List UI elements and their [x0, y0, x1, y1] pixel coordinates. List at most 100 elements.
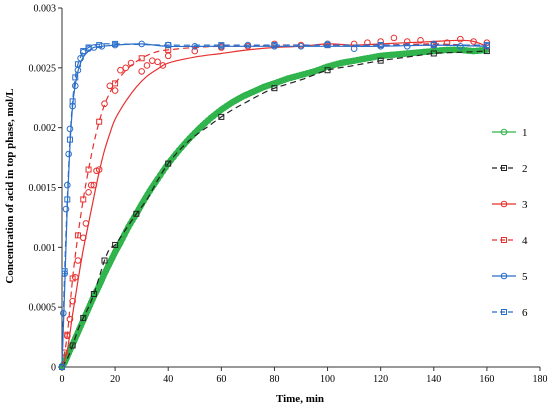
- legend-swatch-marker: [500, 128, 508, 136]
- data-point: [480, 46, 487, 54]
- data-point: [60, 309, 67, 317]
- series-line: [61, 43, 487, 368]
- data-point: [106, 82, 114, 90]
- data-point: [85, 166, 92, 173]
- data-point: [72, 74, 79, 81]
- data-point: [324, 67, 331, 74]
- data-point: [74, 66, 82, 74]
- data-point: [476, 47, 484, 54]
- data-point: [64, 332, 71, 340]
- legend-item-4: 4: [492, 235, 528, 247]
- series-layer: [58, 34, 491, 371]
- data-point: [470, 47, 477, 55]
- data-point: [327, 62, 335, 70]
- y-axis-title: Concentration of acid in top phase, mol/…: [4, 88, 16, 283]
- data-point: [364, 54, 371, 62]
- data-point: [154, 58, 161, 66]
- data-point: [218, 113, 225, 120]
- data-point: [79, 48, 87, 56]
- legend-item-1: 1: [492, 127, 528, 139]
- data-point: [340, 59, 348, 66]
- data-point: [80, 314, 87, 321]
- data-point: [407, 49, 414, 57]
- data-point: [410, 49, 418, 57]
- data-point: [297, 71, 305, 79]
- data-point: [350, 45, 358, 52]
- data-point: [377, 57, 384, 64]
- series-line: [61, 39, 488, 368]
- data-point: [70, 337, 78, 345]
- data-point: [440, 46, 448, 54]
- data-point: [83, 308, 91, 315]
- data-point: [112, 80, 119, 87]
- x-tick-label: 0: [60, 374, 65, 385]
- legend-item-3: 3: [492, 199, 528, 211]
- data-point: [69, 297, 76, 305]
- data-point: [334, 60, 341, 68]
- data-point: [360, 55, 368, 63]
- data-point: [294, 72, 301, 80]
- data-point: [301, 70, 308, 78]
- y-tick-label: 0: [51, 363, 56, 374]
- data-point: [277, 77, 285, 85]
- data-point: [64, 181, 71, 189]
- data-point: [77, 323, 84, 330]
- data-point: [347, 57, 355, 65]
- data-point: [284, 75, 292, 82]
- data-point: [403, 50, 411, 57]
- data-point: [271, 42, 278, 50]
- data-point: [67, 343, 75, 351]
- data-point: [304, 69, 311, 77]
- data-point: [374, 53, 381, 60]
- data-point: [111, 87, 119, 94]
- legend-swatch-marker: [500, 200, 508, 208]
- data-point: [384, 51, 391, 59]
- data-point: [291, 73, 298, 81]
- x-axis-title: Time, min: [276, 393, 324, 405]
- data-point: [287, 74, 295, 82]
- data-point: [463, 47, 471, 54]
- data-point: [87, 181, 95, 189]
- data-point: [71, 273, 79, 281]
- data-point: [403, 42, 411, 50]
- data-point: [95, 166, 103, 173]
- data-point: [390, 34, 398, 42]
- legend-label: 6: [522, 307, 528, 319]
- y-tick-label: 0.0025: [29, 63, 57, 74]
- data-point: [367, 54, 375, 61]
- data-point: [274, 78, 282, 86]
- series-line: [61, 43, 487, 368]
- data-point: [354, 56, 361, 64]
- data-point: [164, 52, 172, 60]
- data-point: [112, 241, 119, 248]
- data-point: [377, 42, 384, 50]
- data-point: [143, 62, 151, 69]
- series-5: [58, 40, 491, 371]
- y-tick-label: 0.0015: [29, 183, 57, 194]
- data-point: [403, 38, 411, 45]
- data-point: [165, 160, 172, 167]
- series-line: [61, 43, 487, 368]
- series-line: [59, 46, 490, 370]
- data-point: [138, 55, 145, 62]
- legend-label: 5: [522, 271, 528, 283]
- data-point: [387, 51, 394, 59]
- y-tick-label: 0.002: [34, 123, 57, 134]
- legend: 1 2 3 4 5 6: [492, 127, 528, 319]
- data-point: [138, 68, 145, 75]
- data-point: [82, 220, 90, 227]
- data-point: [430, 40, 438, 48]
- data-point: [99, 273, 107, 280]
- data-point: [101, 257, 108, 264]
- legend-swatch-marker: [501, 309, 507, 315]
- data-point: [164, 41, 172, 49]
- data-point: [159, 62, 167, 69]
- data-point: [71, 334, 79, 342]
- series-line: [61, 50, 487, 368]
- data-point: [90, 291, 97, 298]
- data-point: [390, 51, 398, 58]
- data-point: [58, 363, 66, 371]
- data-point: [281, 76, 288, 84]
- data-point: [380, 52, 388, 59]
- data-point: [80, 196, 87, 203]
